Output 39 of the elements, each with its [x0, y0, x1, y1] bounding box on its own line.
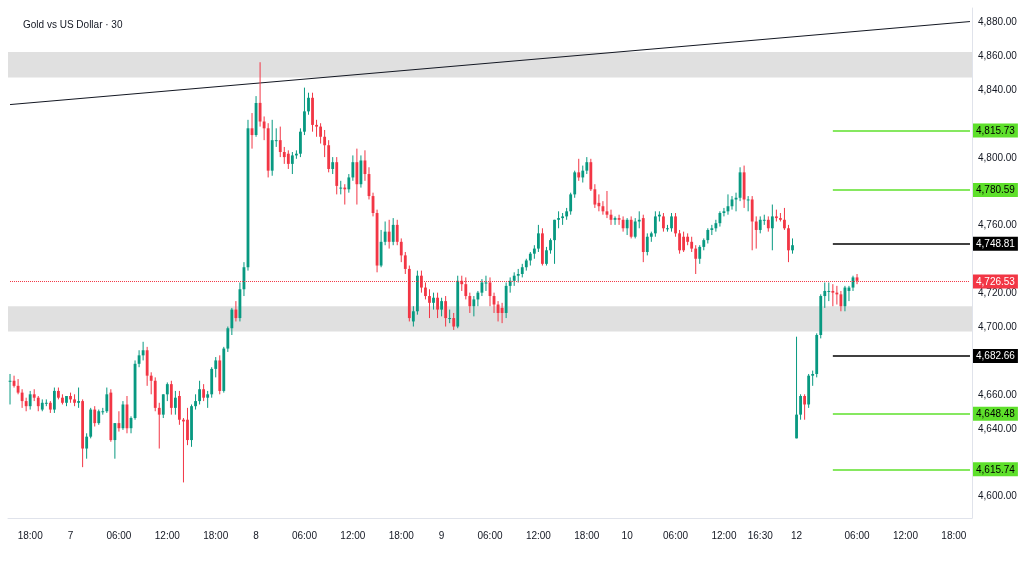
- x-tick-label: 12:00: [525, 529, 552, 541]
- x-tick-label: 16:30: [747, 529, 774, 541]
- ref-line-label: 4,815.73: [975, 124, 1016, 136]
- ref-line-label: 4,648.48: [975, 408, 1016, 420]
- y-tick-label: 4,720.00: [978, 287, 1018, 299]
- x-tick-label: 06:00: [477, 529, 503, 541]
- text: Gold vs US Dollar · 30: [23, 18, 123, 30]
- ref-line-label: 4,615.74: [975, 463, 1016, 475]
- x-tick-label: 06:00: [663, 529, 689, 541]
- x-tick-label: 12: [790, 529, 803, 541]
- ref-line-label: 4,780.59: [975, 184, 1016, 196]
- x-tick-label: 9: [438, 529, 445, 541]
- y-tick-label: 4,860.00: [978, 49, 1018, 61]
- x-tick-label: 18:00: [17, 529, 44, 541]
- y-tick-label: 4,880.00: [978, 16, 1018, 28]
- x-tick-label: 12:00: [892, 529, 919, 541]
- x-tick-label: 12:00: [154, 529, 181, 541]
- y-tick-label: 4,600.00: [978, 490, 1018, 502]
- x-tick-label: 18:00: [388, 529, 415, 541]
- x-tick-label: 18:00: [574, 529, 600, 541]
- ref-line-label: 4,726.53: [975, 276, 1016, 288]
- y-tick-label: 4,800.00: [978, 151, 1018, 163]
- y-tick-label: 4,840.00: [978, 83, 1018, 95]
- x-tick-label: 18:00: [941, 529, 967, 541]
- y-tick-label: 4,760.00: [978, 219, 1018, 231]
- x-tick-label: 12:00: [711, 529, 737, 541]
- x-tick-label: 10: [621, 529, 634, 541]
- x-tick-label: 06:00: [844, 529, 870, 541]
- x-tick-label: 8: [253, 529, 260, 541]
- x-tick-label: 7: [67, 529, 74, 541]
- x-tick-label: 06:00: [106, 529, 132, 541]
- x-tick-label: 06:00: [291, 529, 318, 541]
- y-tick-label: 4,700.00: [978, 321, 1018, 333]
- y-tick-label: 4,640.00: [978, 422, 1018, 434]
- x-tick-label: 12:00: [340, 529, 366, 541]
- y-tick-label: 4,660.00: [978, 388, 1018, 400]
- ref-line-label: 4,748.81: [975, 238, 1016, 250]
- x-tick-label: 18:00: [203, 529, 229, 541]
- ref-line-label: 4,682.66: [975, 350, 1016, 362]
